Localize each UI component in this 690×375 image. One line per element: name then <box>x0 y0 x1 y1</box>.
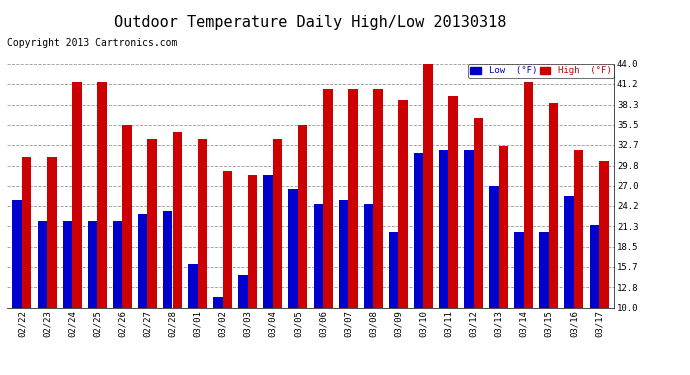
Bar <box>88 222 97 308</box>
Bar <box>63 222 72 308</box>
Bar <box>499 146 509 308</box>
Bar <box>313 204 323 308</box>
Bar <box>22 157 32 308</box>
Bar <box>138 214 148 308</box>
Text: Copyright 2013 Cartronics.com: Copyright 2013 Cartronics.com <box>7 38 177 48</box>
Bar <box>388 232 398 308</box>
Bar <box>37 222 47 308</box>
Bar <box>540 232 549 308</box>
Bar <box>47 157 57 308</box>
Bar <box>574 150 584 308</box>
Bar <box>323 89 333 308</box>
Bar <box>424 64 433 308</box>
Bar <box>524 82 533 308</box>
Bar <box>364 204 373 308</box>
Bar <box>348 89 357 308</box>
Bar <box>264 175 273 308</box>
Bar <box>398 100 408 308</box>
Bar <box>298 124 308 308</box>
Bar <box>148 139 157 308</box>
Bar <box>439 150 449 308</box>
Bar <box>163 211 172 308</box>
Bar <box>549 103 558 308</box>
Bar <box>489 186 499 308</box>
Bar <box>213 297 223 307</box>
Bar <box>514 232 524 308</box>
Bar <box>72 82 81 308</box>
Bar <box>188 264 197 308</box>
Bar <box>288 189 298 308</box>
Bar <box>248 175 257 308</box>
Bar <box>564 196 574 308</box>
Bar <box>122 124 132 308</box>
Bar <box>448 96 458 308</box>
Bar <box>97 82 107 308</box>
Bar <box>172 132 182 308</box>
Bar <box>223 171 233 308</box>
Bar <box>12 200 22 308</box>
Bar <box>373 89 383 308</box>
Bar <box>473 117 483 308</box>
Bar <box>339 200 348 308</box>
Text: Outdoor Temperature Daily High/Low 20130318: Outdoor Temperature Daily High/Low 20130… <box>115 15 506 30</box>
Bar <box>599 160 609 308</box>
Bar <box>273 139 282 308</box>
Bar <box>238 275 248 308</box>
Bar <box>197 139 207 308</box>
Bar <box>414 153 424 308</box>
Legend: Low  (°F), High  (°F): Low (°F), High (°F) <box>468 64 614 78</box>
Bar <box>464 150 473 308</box>
Bar <box>589 225 599 308</box>
Bar <box>112 222 122 308</box>
